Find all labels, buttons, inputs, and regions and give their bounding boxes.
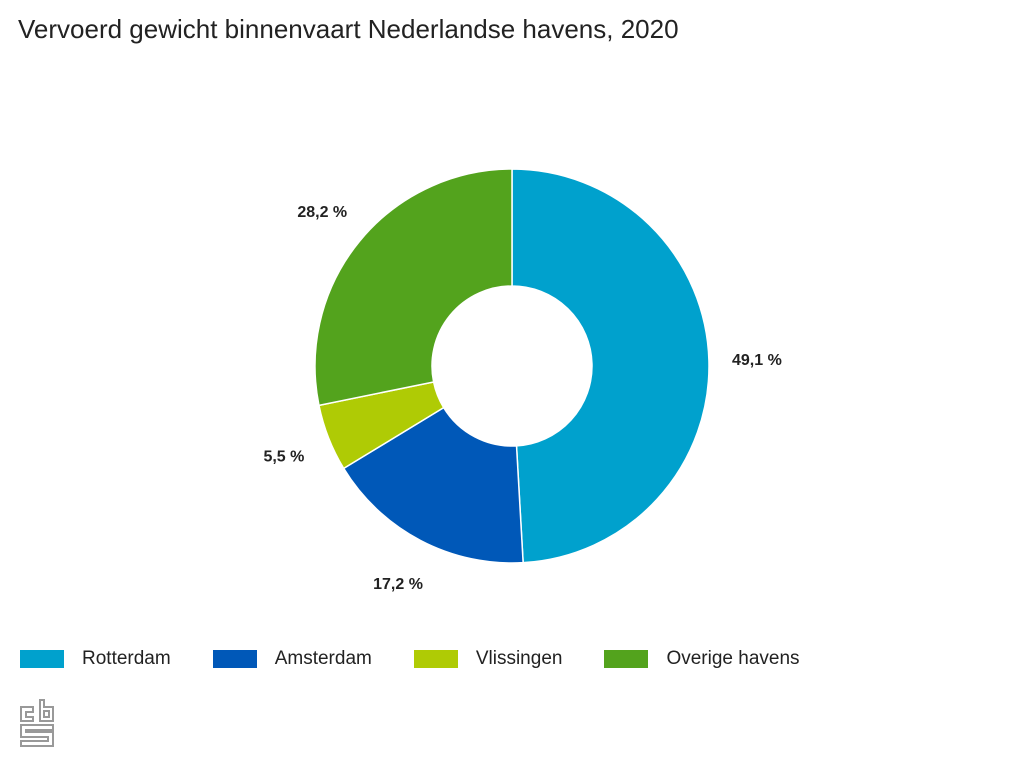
slice-rotterdam[interactable] (511, 168, 710, 564)
legend-swatch (20, 650, 64, 668)
legend-swatch (413, 650, 458, 668)
data-label: 5,5 % (263, 448, 304, 465)
data-label: 17,2 % (373, 576, 423, 593)
cbs-logo-icon (20, 699, 54, 747)
data-label: 49,1 % (732, 352, 782, 369)
legend-item-overige[interactable]: Overige havens (604, 648, 800, 670)
legend-item-amsterdam[interactable]: Amsterdam (212, 648, 372, 670)
data-label: 28,2 % (297, 204, 347, 221)
slice-overige-havens[interactable] (314, 168, 513, 407)
legend-swatch (212, 650, 257, 668)
donut-chart: 49,1 % 17,2 % 5,5 % 28,2 % (263, 168, 782, 593)
slice-amsterdam[interactable] (342, 406, 524, 564)
legend-item-vlissingen[interactable]: Vlissingen (413, 648, 563, 670)
legend-label: Vlissingen (475, 648, 563, 669)
legend-swatch (604, 650, 649, 668)
legend-label: Rotterdam (82, 648, 171, 669)
legend-item-rotterdam[interactable]: Rotterdam (20, 648, 171, 670)
legend: Rotterdam Amsterdam Vlissingen Overige h… (20, 648, 842, 670)
legend-label: Amsterdam (274, 648, 372, 669)
chart-title: Vervoerd gewicht binnenvaart Nederlandse… (18, 14, 679, 44)
legend-label: Overige havens (666, 648, 800, 669)
